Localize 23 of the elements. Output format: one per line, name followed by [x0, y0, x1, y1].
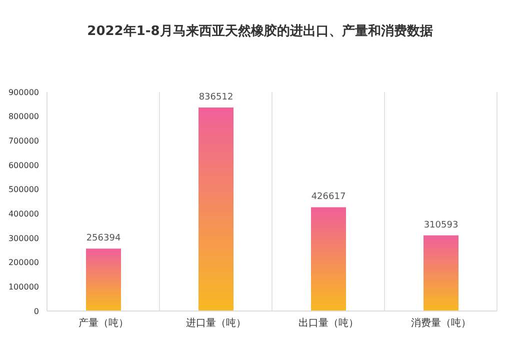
x-tick-label: 产量（吨）: [78, 317, 128, 330]
bar: [311, 207, 346, 311]
y-tick-label: 0: [34, 306, 39, 316]
y-tick-label: 700000: [8, 136, 39, 146]
y-tick-label: 300000: [8, 234, 39, 243]
data-label: 256394: [86, 234, 121, 244]
bar: [198, 107, 234, 311]
y-tick-label: 400000: [8, 210, 39, 219]
x-tick-label: 出口量（吨）: [298, 317, 358, 330]
bar: [424, 235, 458, 311]
data-label: 310593: [424, 220, 458, 230]
y-tick-label: 900000: [8, 88, 39, 97]
chart-title: 2022年1-8月马来西亚天然橡胶的进出口、产量和消费数据: [86, 22, 434, 40]
x-tick-label: 消费量（吨）: [410, 317, 471, 330]
bar: [86, 248, 121, 311]
y-tick-label: 200000: [8, 258, 39, 268]
data-label: 836512: [198, 92, 234, 102]
y-tick-label: 800000: [8, 112, 39, 122]
data-label: 426617: [311, 192, 346, 202]
y-tick-label: 600000: [8, 160, 39, 170]
y-tick-label: 500000: [8, 185, 39, 194]
y-tick-label: 100000: [8, 282, 39, 292]
x-tick-label: 进口量（吨）: [186, 317, 246, 330]
